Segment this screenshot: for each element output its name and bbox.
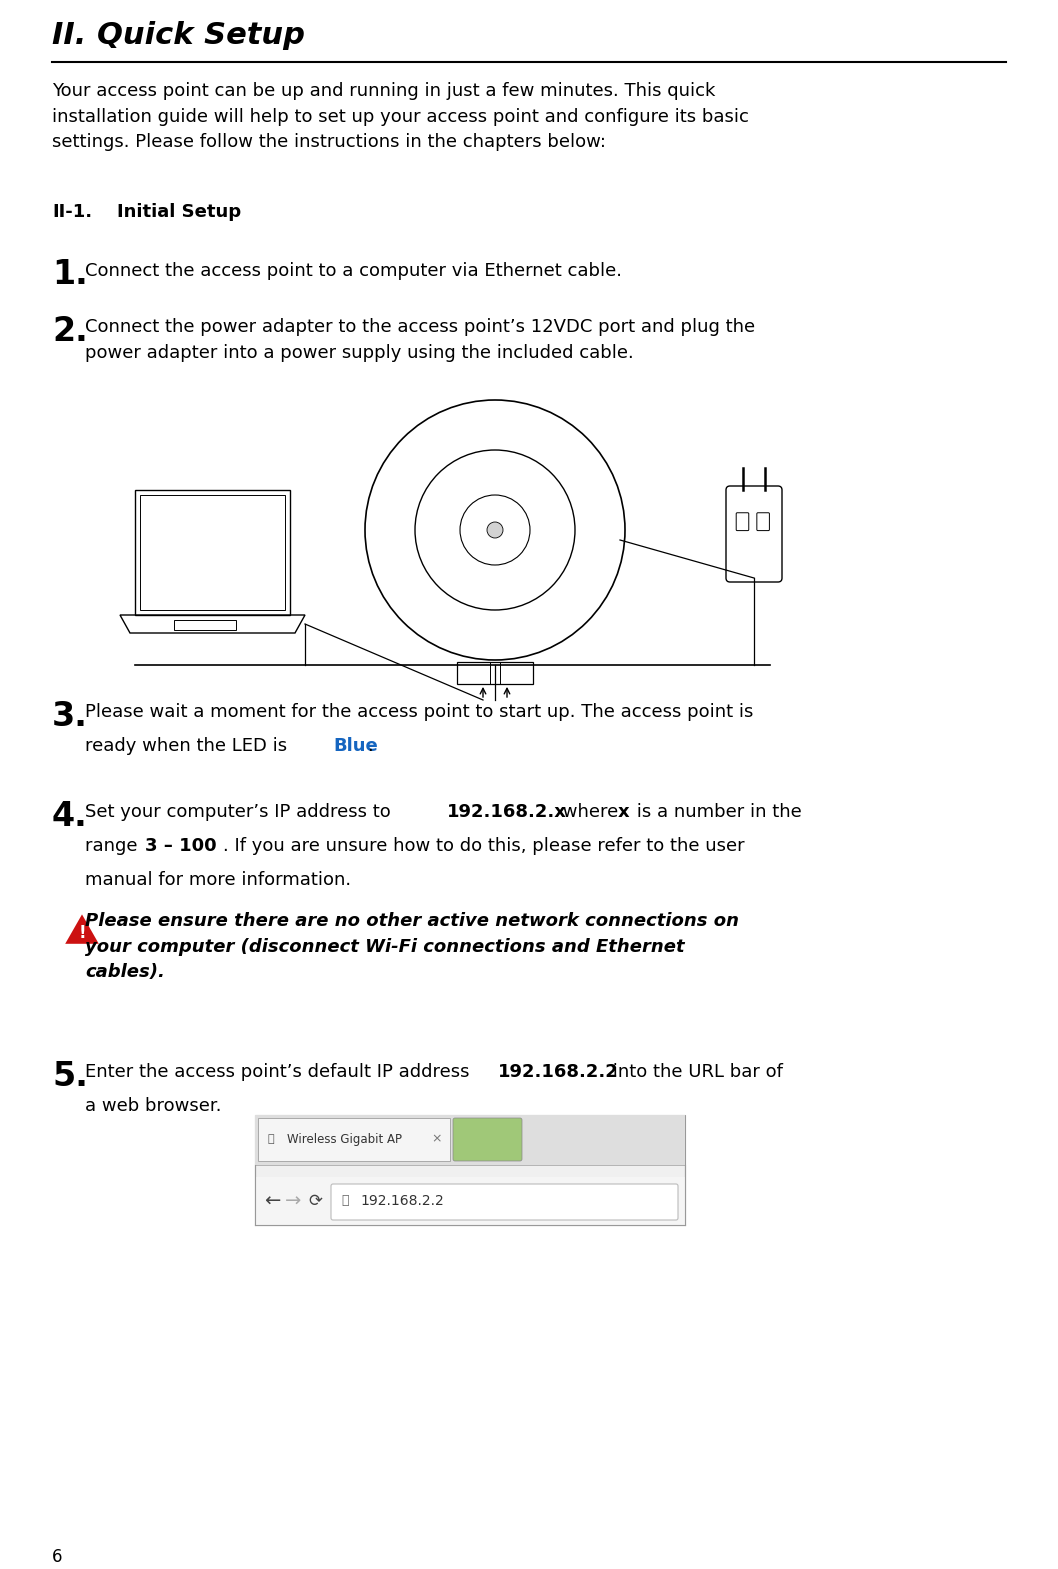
Text: is a number in the: is a number in the [631,803,802,821]
Text: 📄: 📄 [267,1134,274,1144]
Text: range: range [85,836,143,855]
FancyBboxPatch shape [453,1119,522,1161]
Text: 3.: 3. [52,700,88,733]
Text: Initial Setup: Initial Setup [117,202,241,221]
Text: ×: × [432,1133,442,1145]
Text: 1.: 1. [52,257,88,290]
Text: 192.168.2.x: 192.168.2.x [446,803,567,821]
Text: 6: 6 [52,1549,62,1566]
FancyBboxPatch shape [255,1116,685,1166]
Text: 5.: 5. [52,1061,88,1094]
Text: Set your computer’s IP address to: Set your computer’s IP address to [85,803,397,821]
Text: 192.168.2.2: 192.168.2.2 [360,1194,443,1208]
Text: II-1.: II-1. [52,202,92,221]
Polygon shape [66,915,98,945]
Text: a web browser.: a web browser. [85,1097,221,1116]
FancyBboxPatch shape [255,1177,685,1225]
Text: 2.: 2. [52,315,88,348]
Text: II. Quick Setup: II. Quick Setup [52,20,305,50]
Text: ⟳: ⟳ [308,1192,322,1210]
Text: Your access point can be up and running in just a few minutes. This quick
instal: Your access point can be up and running … [52,82,749,151]
Text: Please wait a moment for the access point to start up. The access point is: Please wait a moment for the access poin… [85,703,753,722]
FancyBboxPatch shape [258,1119,450,1161]
Text: 3 – 100: 3 – 100 [145,836,217,855]
Text: ←: ← [263,1191,280,1211]
Text: !: ! [78,924,86,943]
Text: Wireless Gigabit AP: Wireless Gigabit AP [287,1133,402,1145]
Circle shape [487,522,503,538]
Text: x: x [618,803,630,821]
Text: ⓘ: ⓘ [342,1194,349,1208]
FancyBboxPatch shape [331,1185,678,1221]
FancyBboxPatch shape [255,1116,685,1225]
Text: Enter the access point’s default IP address: Enter the access point’s default IP addr… [85,1064,475,1081]
Text: 4.: 4. [52,800,88,833]
Text: →: → [285,1191,302,1211]
Text: into the URL bar of: into the URL bar of [607,1064,783,1081]
Text: . If you are unsure how to do this, please refer to the user: . If you are unsure how to do this, plea… [223,836,745,855]
Text: where: where [557,803,624,821]
Text: ready when the LED is: ready when the LED is [85,737,293,755]
Text: .: . [367,737,372,755]
Text: Connect the power adapter to the access point’s 12VDC port and plug the
power ad: Connect the power adapter to the access … [85,319,755,362]
Text: Blue: Blue [333,737,378,755]
Text: Please ensure there are no other active network connections on
your computer (di: Please ensure there are no other active … [85,912,738,981]
Text: 192.168.2.2: 192.168.2.2 [498,1064,619,1081]
Text: Connect the access point to a computer via Ethernet cable.: Connect the access point to a computer v… [85,262,622,279]
Text: manual for more information.: manual for more information. [85,871,351,890]
